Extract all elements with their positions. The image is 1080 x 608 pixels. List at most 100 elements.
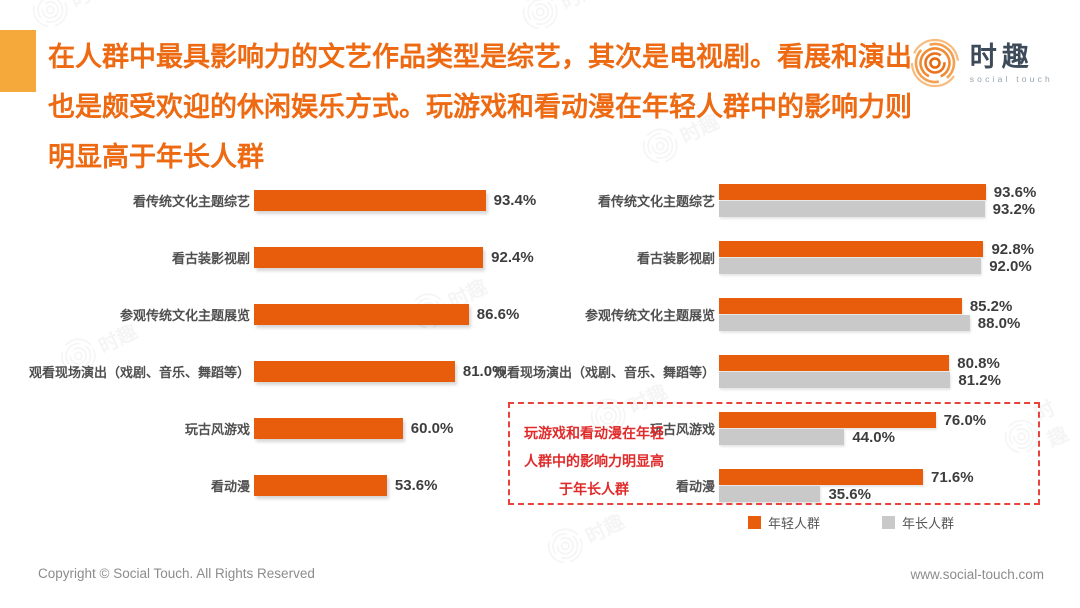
bar-pair: 76.0% 44.0% — [719, 411, 987, 446]
series-line: 35.6% — [719, 485, 974, 503]
chart-legend: 年轻人群 年长人群 — [748, 513, 954, 532]
legend-label-young: 年轻人群 — [768, 516, 821, 531]
watermark: 时趣 — [516, 0, 605, 36]
category-label-text: 参观传统文化主题展览 — [119, 308, 250, 323]
bar-pair: 93.6% 93.2% — [719, 183, 1037, 218]
bar-older — [719, 258, 982, 274]
category-label: 观看现场演出（戏剧、音乐、舞蹈等） — [490, 362, 715, 381]
bar-young — [719, 355, 950, 371]
value-label: 60.0% — [410, 420, 454, 437]
bar-young — [254, 475, 387, 496]
category-label-text: 参观传统文化主题展览 — [584, 308, 715, 323]
category-label-text: 看传统文化主题综艺 — [597, 194, 715, 209]
bar-older — [719, 315, 970, 331]
bar-older — [719, 201, 985, 217]
category-label-text: 看古装影视剧 — [171, 251, 250, 266]
chart-row: 看古装影视剧 92.4% — [30, 229, 545, 286]
series-line: 81.2% — [719, 371, 1001, 389]
chart-rows: 看传统文化主题综艺 93.6% 93.2% 看古装影视剧 92.8% 92.0% 参观传统文… — [490, 172, 1080, 514]
title-line-3: 明显高于年长人群 — [48, 142, 264, 172]
legend-label-older: 年长人群 — [902, 516, 955, 531]
accent-square — [0, 30, 36, 92]
bar-young — [719, 469, 924, 485]
series-line: 88.0% — [719, 314, 1021, 332]
series-line: 92.8% — [719, 240, 1035, 258]
watermark-spiral-icon — [32, 0, 68, 28]
legend-item-young: 年轻人群 — [748, 513, 820, 532]
category-label: 参观传统文化主题展览 — [490, 305, 715, 324]
category-label: 参观传统文化主题展览 — [30, 305, 250, 324]
category-label: 玩古风游戏 — [490, 419, 715, 438]
category-label: 看动漫 — [30, 476, 250, 495]
value-label: 93.4% — [493, 192, 537, 209]
chart-row: 玩古风游戏 76.0% 44.0% — [490, 400, 1080, 457]
value-label: 92.8% — [991, 240, 1035, 258]
bar-young — [254, 190, 486, 211]
category-label-text: 玩古风游戏 — [184, 422, 250, 437]
value-label: 92.0% — [989, 257, 1032, 275]
series-line: 93.2% — [719, 200, 1036, 218]
value-label: 35.6% — [828, 485, 871, 503]
bar-young — [254, 304, 469, 325]
value-label: 53.6% — [394, 477, 438, 494]
footer-copyright: Copyright © Social Touch. All Rights Res… — [38, 566, 315, 581]
value-label: 81.2% — [958, 371, 1001, 389]
chart-rows: 看传统文化主题综艺 93.4% 看古装影视剧 92.4% 参观传统文化主题展览 86.6%… — [28, 172, 545, 514]
brand-logo: 时趣 social touch — [910, 38, 1053, 88]
category-label-text: 看动漫 — [675, 479, 715, 494]
footer-website: www.social-touch.com — [910, 567, 1044, 582]
series-line: 85.2% — [719, 297, 1020, 315]
bar-pair: 71.6% 35.6% — [719, 469, 974, 503]
chart-row: 玩古风游戏 60.0% — [30, 400, 545, 457]
logo-brand-subtext: social touch — [969, 74, 1053, 84]
legend-item-older: 年长人群 — [882, 513, 954, 532]
value-label: 88.0% — [977, 314, 1021, 332]
watermark-text: 时趣 — [555, 0, 604, 15]
category-label: 看动漫 — [490, 476, 715, 495]
value-label: 93.2% — [992, 200, 1036, 218]
logo-spiral-icon — [910, 38, 959, 88]
logo-brand-name: 时趣 — [969, 42, 1034, 72]
series-line: 44.0% — [719, 429, 986, 446]
chart-by-age-group: 玩游戏和看动漫在年轻 人群中的影响力明显高 于年长人群 看传统文化主题综艺 93.… — [490, 172, 1080, 514]
bar-young — [719, 298, 962, 314]
category-label: 玩古风游戏 — [30, 419, 250, 438]
category-label: 看古装影视剧 — [30, 248, 250, 267]
category-label: 观看现场演出（戏剧、音乐、舞蹈等） — [28, 362, 250, 381]
legend-swatch-young — [748, 516, 761, 529]
bar-young — [719, 184, 986, 200]
value-label: 76.0% — [943, 411, 987, 429]
value-label: 92.4% — [491, 249, 534, 266]
value-label: 80.8% — [957, 354, 1000, 372]
bar-older — [719, 372, 951, 388]
category-label-text: 观看现场演出（戏剧、音乐、舞蹈等） — [493, 365, 715, 380]
legend-swatch-older — [882, 516, 896, 529]
category-label: 看传统文化主题综艺 — [490, 191, 715, 210]
chart-row: 观看现场演出（戏剧、音乐、舞蹈等） 81.0% — [28, 343, 545, 400]
chart-row: 观看现场演出（戏剧、音乐、舞蹈等） 80.8% 81.2% — [490, 343, 1080, 400]
value-label: 85.2% — [969, 297, 1013, 315]
value-label: 81.0% — [462, 363, 506, 380]
series-line: 76.0% — [719, 411, 987, 429]
category-label-text: 观看现场演出（戏剧、音乐、舞蹈等） — [28, 365, 250, 380]
value-label: 86.6% — [476, 306, 520, 323]
bar-young — [254, 361, 455, 382]
bar-young — [254, 418, 403, 439]
series-line: 71.6% — [719, 469, 974, 486]
value-label: 93.6% — [993, 183, 1037, 201]
bar-young — [719, 241, 984, 257]
bar-young — [254, 247, 484, 268]
chart-all-population: 看传统文化主题综艺 93.4% 看古装影视剧 92.4% 参观传统文化主题展览 86.6%… — [28, 172, 545, 514]
category-label: 看传统文化主题综艺 — [30, 191, 250, 210]
category-label-text: 看传统文化主题综艺 — [132, 194, 250, 209]
chart-row: 看传统文化主题综艺 93.6% 93.2% — [490, 172, 1080, 229]
title-line-1: 在人群中最具影响力的文艺作品类型是综艺，其次是电视剧。看展和演出 — [48, 42, 912, 72]
chart-row: 看古装影视剧 92.8% 92.0% — [490, 229, 1080, 286]
category-label-text: 看动漫 — [210, 479, 250, 494]
watermark-text: 时趣 — [65, 0, 114, 13]
series-line: 92.0% — [719, 257, 1034, 275]
category-label-text: 看古装影视剧 — [636, 251, 715, 266]
chart-row: 参观传统文化主题展览 85.2% 88.0% — [490, 286, 1080, 343]
bar-pair: 85.2% 88.0% — [719, 297, 1021, 332]
